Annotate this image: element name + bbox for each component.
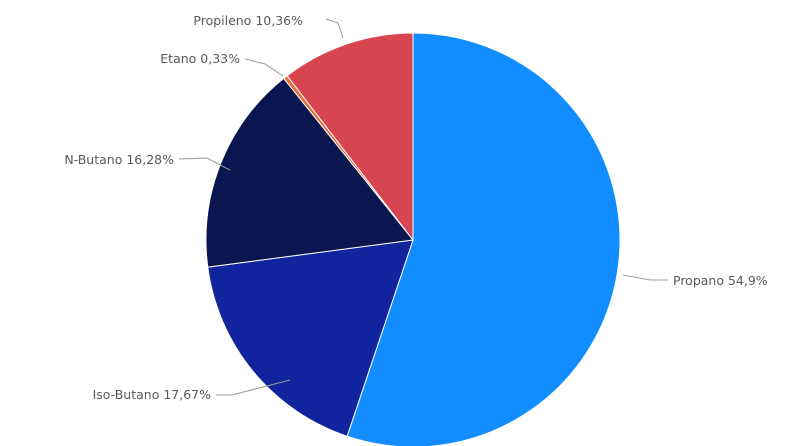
slice-label-propano: Propano 54,9% [673, 273, 768, 288]
slice-label-iso-butano: Iso-Butano 17,67% [93, 387, 212, 402]
leader-line-n-butano [178, 157, 231, 171]
pie-slice-propano[interactable] [346, 32, 621, 446]
slice-labels: Propano 54,9% Iso-Butano 17,67% N-Butano 1… [64, 13, 767, 402]
slice-label-etano: Etano 0,33% [160, 51, 240, 66]
slice-label-propileno: Propileno 10,36% [193, 13, 303, 28]
pie-slice-propileno[interactable] [286, 32, 414, 242]
leader-line-propano [622, 274, 668, 281]
slice-label-n-butano: N-Butano 16,28% [64, 152, 174, 167]
leader-line-etano [244, 58, 284, 77]
leader-line-iso-butano [216, 379, 291, 396]
leader-lines [178, 18, 668, 396]
leader-line-propileno [325, 18, 344, 39]
pie-slice-iso-butano[interactable] [207, 239, 414, 437]
pie-slices [205, 32, 621, 446]
pie-slice-n-butano[interactable] [205, 77, 414, 268]
